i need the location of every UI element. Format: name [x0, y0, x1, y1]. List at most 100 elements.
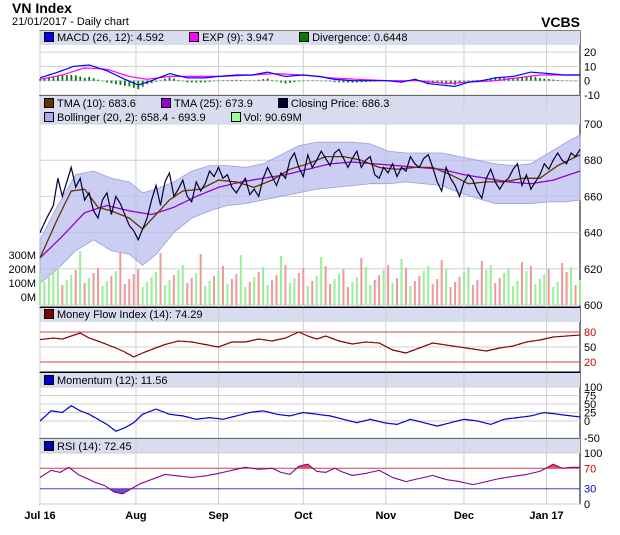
price-legend-band-2	[40, 110, 580, 124]
volume-bar	[119, 252, 122, 305]
divergence-bar	[315, 80, 318, 81]
volume-bar	[512, 286, 515, 305]
volume-bar	[338, 274, 341, 305]
divergence-bar	[61, 75, 64, 81]
tma10-swatch	[44, 98, 54, 108]
mfi-tick-label: 20	[584, 357, 596, 369]
bollinger-swatch	[44, 112, 54, 122]
volume-bar	[226, 284, 229, 305]
volume-bar	[181, 265, 184, 305]
divergence-bar	[226, 80, 229, 81]
volume-bar	[39, 273, 41, 305]
volume-bar	[413, 281, 416, 305]
divergence-bar	[74, 75, 77, 81]
mfi-tick-label: 80	[584, 327, 596, 339]
price-tick-label: 600	[584, 300, 602, 312]
volume-bar	[56, 267, 59, 305]
volume-bar	[284, 265, 287, 305]
volume-bar	[391, 283, 394, 305]
volume-bar	[141, 287, 144, 305]
price-legend-band	[40, 96, 580, 110]
volume-bar	[186, 283, 189, 305]
volume-bar	[579, 280, 581, 305]
volume-tick-label: 0M	[21, 292, 36, 304]
divergence-bar	[240, 80, 242, 81]
rsi-oversold-fill	[124, 488, 128, 493]
rsi-legend-band	[40, 439, 580, 453]
volume-bar	[387, 265, 390, 305]
divergence-bar	[195, 80, 198, 83]
divergence-bar	[565, 80, 568, 82]
volume-bar	[396, 278, 399, 305]
volume-bar	[378, 275, 381, 305]
divergence-label: Divergence: 0.6448	[312, 32, 408, 44]
volume-bar	[88, 278, 91, 305]
volume-bar	[70, 275, 73, 305]
volume-bar	[302, 268, 305, 305]
divergence-bar	[516, 77, 519, 81]
mfi-swatch	[44, 309, 54, 319]
divergence-bar	[467, 80, 470, 82]
divergence-bar	[530, 75, 532, 81]
divergence-bar	[449, 80, 452, 84]
divergence-bar	[347, 80, 349, 83]
volume-bar	[253, 277, 256, 305]
volume-bar	[574, 285, 577, 305]
volume-bar	[454, 282, 457, 305]
volume-bar	[489, 265, 492, 305]
divergence-bar	[342, 80, 345, 83]
divergence-bar	[574, 80, 577, 82]
volume-bar	[351, 282, 354, 305]
divergence-bar	[65, 75, 68, 81]
volume-bar	[132, 274, 135, 305]
divergence-bar	[92, 78, 95, 81]
volume-bar	[271, 280, 274, 305]
volume-bar	[561, 263, 564, 305]
divergence-bar	[329, 80, 332, 82]
volume-bar	[431, 284, 434, 305]
volume-bar	[324, 266, 327, 305]
divergence-bar	[128, 80, 131, 87]
volume-label: Vol: 90.69M	[243, 112, 302, 124]
close-label: Closing Price: 686.3	[290, 98, 390, 110]
divergence-bar	[52, 76, 55, 81]
volume-bar	[480, 261, 483, 305]
divergence-bar	[257, 79, 260, 81]
volume-bar	[449, 287, 452, 305]
divergence-bar	[159, 80, 162, 81]
volume-bar	[458, 277, 461, 305]
divergence-bar	[217, 80, 220, 82]
divergence-bar	[235, 79, 238, 81]
tma25-label: TMA (25): 673.9	[173, 98, 253, 110]
volume-bar	[547, 269, 550, 305]
volume-bar	[275, 275, 278, 305]
divergence-bar	[306, 80, 309, 82]
volume-bar	[427, 266, 430, 305]
chart-title: VN Index	[12, 0, 72, 16]
volume-bar	[570, 267, 573, 305]
divergence-bar	[360, 80, 363, 83]
x-tick-label: Dec	[454, 510, 474, 522]
volume-bar	[244, 287, 247, 305]
volume-bar	[288, 283, 291, 305]
divergence-bar	[494, 77, 497, 81]
divergence-bar	[177, 79, 180, 81]
volume-bar	[503, 273, 506, 305]
momentum-swatch	[44, 375, 54, 385]
rsi-oversold-fill	[120, 488, 123, 494]
volume-bar	[342, 269, 345, 305]
divergence-bar	[110, 80, 113, 84]
volume-bar	[199, 254, 202, 305]
volume-bar	[520, 262, 523, 305]
volume-bar	[436, 279, 439, 305]
volume-bar	[279, 256, 282, 305]
x-tick-label: Aug	[125, 510, 146, 522]
divergence-bar	[204, 80, 207, 83]
volume-bar	[422, 271, 425, 305]
rsi-oversold-fill	[115, 488, 119, 493]
volume-bar	[83, 283, 86, 305]
divergence-bar	[43, 78, 46, 81]
volume-bar	[248, 282, 251, 305]
volume-bar	[467, 267, 470, 305]
divergence-bar	[57, 76, 59, 81]
